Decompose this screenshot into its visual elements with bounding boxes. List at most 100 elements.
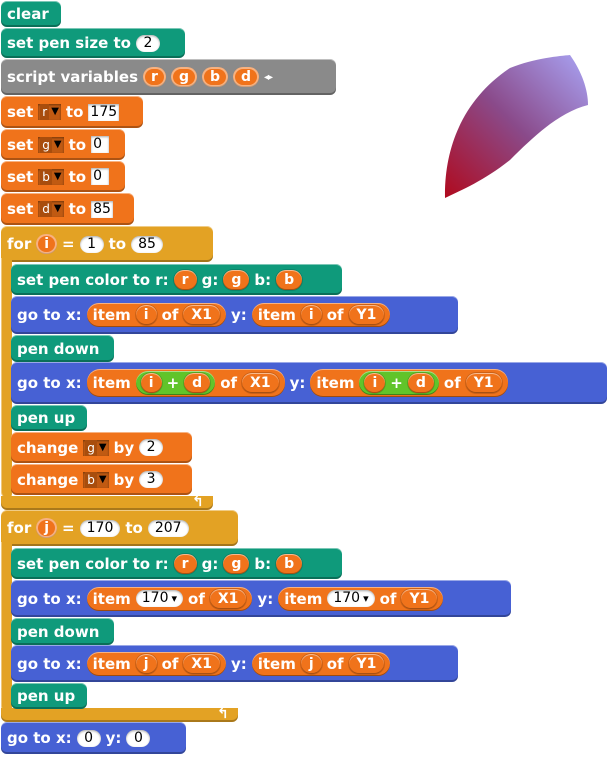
b-label: b: (254, 554, 272, 573)
var-dropdown[interactable]: b ▼ (38, 168, 64, 185)
arrows-icon[interactable]: ◂▸ (264, 71, 273, 83)
list-x1-pill[interactable]: X1 (183, 653, 220, 674)
list-x1-pill[interactable]: X1 (183, 305, 220, 325)
item-of-reporter[interactable]: item i + d of Y1 (310, 369, 508, 397)
change-b-block[interactable]: change b ▼ by 3 (11, 464, 192, 495)
sum-reporter[interactable]: i + d (135, 371, 216, 395)
var-dropdown[interactable]: r ▼ (38, 104, 61, 120)
r-var-pill[interactable]: r (173, 553, 197, 574)
index-dropdown[interactable]: 170 ▾ (327, 590, 375, 607)
set-d-value[interactable]: 85 (91, 200, 113, 218)
change-b-value[interactable]: 3 (139, 471, 164, 488)
loop-var-j[interactable]: j (36, 518, 58, 538)
dropdown-arrow-icon: ▼ (53, 203, 62, 214)
b-var-pill[interactable]: b (276, 553, 303, 574)
y-input[interactable]: 0 (126, 729, 151, 747)
clear-block[interactable]: clear (1, 1, 61, 27)
i-var-pill[interactable]: i (364, 373, 386, 393)
loop-from-input[interactable]: 170 (79, 519, 121, 537)
index-dropdown[interactable]: 170 ▾ (135, 590, 184, 607)
list-y1-pill[interactable]: Y1 (465, 373, 502, 393)
set-b-value[interactable]: 0 (91, 168, 110, 185)
item-of-reporter[interactable]: item 170 ▾ of Y1 (278, 586, 444, 611)
pen-size-input[interactable]: 2 (135, 34, 160, 52)
item-of-reporter[interactable]: item i + d of X1 (86, 369, 285, 397)
var-dropdown[interactable]: d ▼ (38, 201, 64, 217)
g-var-pill[interactable]: g (223, 269, 250, 290)
change-label: change (17, 438, 79, 457)
for-loop-2-header[interactable]: for j = 170 to 207 (1, 510, 238, 546)
to-label: to (68, 167, 87, 186)
set-r-block[interactable]: set r ▼ to 175 (1, 96, 143, 128)
dropdown-arrow-icon: ▼ (51, 106, 59, 117)
for-loop-1-header[interactable]: for i = 1 to 85 (1, 226, 213, 262)
set-pen-color-label: set pen color to r: (17, 554, 169, 573)
index-var-pill[interactable]: i (135, 305, 157, 325)
go-to-block[interactable]: go to x: item 170 ▾ of X1 y: item 170 ▾ of… (11, 580, 511, 617)
var-d-pill[interactable]: d (233, 67, 260, 87)
set-g-value[interactable]: 0 (91, 136, 110, 153)
set-label: set (7, 167, 34, 186)
index-var-pill[interactable]: i (300, 305, 322, 325)
item-of-reporter[interactable]: item j of Y1 (251, 651, 391, 676)
index-value: 170 (141, 590, 169, 606)
set-pen-color-block[interactable]: set pen color to r: r g: g b: b (11, 548, 342, 579)
y-label: y: (289, 374, 306, 392)
list-y1-pill[interactable]: Y1 (348, 305, 385, 325)
loop-arrow-icon: ↰ (192, 494, 204, 510)
pen-down-block[interactable]: pen down (11, 335, 114, 362)
set-d-block[interactable]: set d ▼ to 85 (1, 193, 134, 225)
set-pen-size-label: set pen size to (7, 34, 131, 52)
set-b-block[interactable]: set b ▼ to 0 (1, 161, 125, 192)
list-x1-pill[interactable]: X1 (242, 373, 279, 393)
var-g-pill[interactable]: g (170, 67, 197, 87)
dropdown-value: b (40, 168, 52, 185)
index-var-pill[interactable]: j (135, 653, 157, 674)
loop-to-input[interactable]: 85 (131, 235, 163, 253)
go-to-block[interactable]: go to x: item i of X1 y: item i of Y1 (11, 296, 458, 334)
d-var-pill[interactable]: d (184, 373, 211, 393)
pen-up-block[interactable]: pen up (11, 683, 87, 709)
r-var-pill[interactable]: r (173, 269, 197, 290)
var-dropdown[interactable]: g ▼ (83, 439, 109, 456)
sum-reporter[interactable]: i + d (359, 371, 439, 395)
change-g-block[interactable]: change g ▼ by 2 (11, 432, 192, 463)
var-dropdown[interactable]: b ▼ (83, 471, 109, 488)
var-b-pill[interactable]: b (201, 67, 228, 87)
go-to-block[interactable]: go to x: item i + d of X1 y: item i + d … (11, 362, 607, 404)
index-var-pill[interactable]: j (300, 653, 322, 674)
change-g-value[interactable]: 2 (139, 439, 164, 456)
loop-var-i[interactable]: i (36, 234, 58, 254)
list-y1-pill[interactable]: Y1 (401, 588, 438, 609)
index-value: 170 (333, 590, 361, 606)
list-x1-pill[interactable]: X1 (209, 588, 247, 609)
loop-to-input[interactable]: 207 (147, 519, 189, 537)
i-var-pill[interactable]: i (140, 373, 162, 393)
set-label: set (7, 103, 34, 121)
item-of-reporter[interactable]: item 170 ▾ of X1 (86, 586, 253, 611)
final-go-to-block[interactable]: go to x: 0 y: 0 (1, 722, 186, 754)
of-label: of (443, 374, 461, 392)
to-label: to (68, 135, 87, 154)
list-y1-pill[interactable]: Y1 (348, 653, 385, 674)
g-var-pill[interactable]: g (223, 553, 250, 574)
pen-up-block[interactable]: pen up (11, 405, 87, 431)
pen-down-block[interactable]: pen down (11, 618, 114, 645)
var-r-pill[interactable]: r (143, 67, 166, 87)
b-var-pill[interactable]: b (276, 269, 303, 290)
loop-from-input[interactable]: 1 (79, 235, 104, 253)
set-r-value[interactable]: 175 (88, 103, 120, 121)
change-label: change (17, 470, 79, 489)
set-g-block[interactable]: set g ▼ to 0 (1, 129, 125, 160)
item-of-reporter[interactable]: item i of Y1 (251, 303, 391, 327)
script-variables-block[interactable]: script variables r g b d ◂▸ (1, 59, 336, 95)
item-of-reporter[interactable]: item i of X1 (86, 303, 226, 327)
go-to-block[interactable]: go to x: item j of X1 y: item j of Y1 (11, 645, 458, 682)
item-of-reporter[interactable]: item j of X1 (86, 651, 226, 676)
by-label: by (113, 470, 135, 489)
d-var-pill[interactable]: d (407, 373, 434, 393)
x-input[interactable]: 0 (76, 729, 101, 747)
set-pen-size-block[interactable]: set pen size to 2 (1, 28, 185, 58)
set-pen-color-block[interactable]: set pen color to r: r g: g b: b (11, 264, 342, 295)
var-dropdown[interactable]: g ▼ (38, 136, 64, 153)
